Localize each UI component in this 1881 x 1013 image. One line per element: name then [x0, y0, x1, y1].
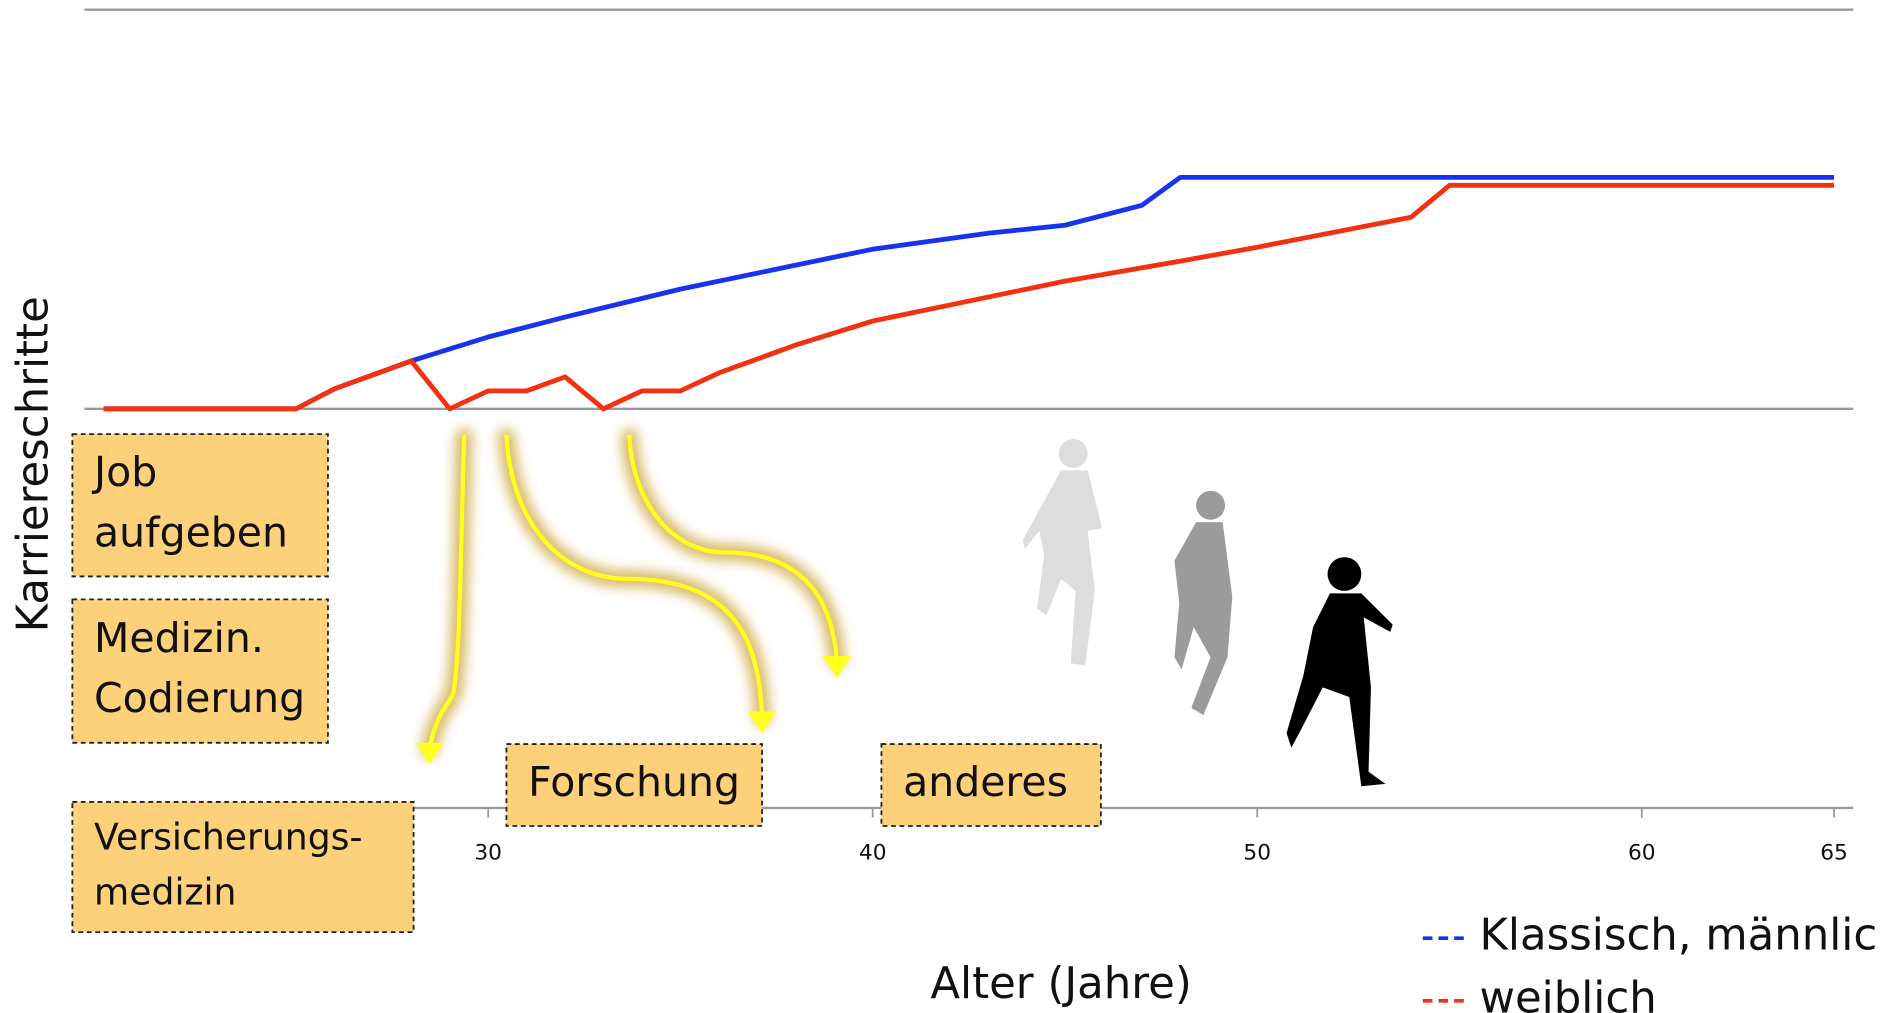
arrows [415, 428, 852, 765]
runners [1022, 438, 1393, 787]
x-tick-label: 50 [1243, 841, 1271, 866]
annotation-text: Job [91, 448, 157, 496]
legend-label: weiblich [1479, 973, 1656, 1013]
x-tick-label: 65 [1820, 841, 1848, 866]
box [71, 801, 415, 934]
x-tick-label: 60 [1628, 841, 1656, 866]
annotation-text: Forschung [528, 758, 740, 806]
annotation-box: Job aufgeben [71, 433, 329, 578]
x-tick-label: 40 [859, 841, 887, 866]
annotation-box: anderes [880, 743, 1102, 827]
annotation-text: medizin [94, 871, 236, 914]
box [71, 433, 329, 578]
annotation-text: Versicherungs- [94, 815, 363, 858]
annotation-box: Medizin. Codierung [71, 598, 329, 744]
annotation-text: anderes [903, 758, 1068, 806]
annotation-box: Forschung [505, 743, 763, 827]
x-axis-label: Alter (Jahre) [930, 959, 1191, 1009]
box [880, 743, 1102, 827]
annotation-text: aufgeben [94, 508, 288, 556]
box [505, 743, 763, 827]
annotation-text: Medizin. [94, 614, 264, 662]
box [71, 598, 329, 744]
line-series [103, 174, 1835, 412]
annotation-text: Codierung [94, 674, 305, 722]
y-axis-label: Karriereschritte [9, 296, 59, 632]
legend-label: Klassisch, männlich [1479, 911, 1881, 961]
x-tick-label: 30 [474, 841, 502, 866]
annotation-box: Versicherungs-medizin [71, 801, 415, 934]
line-series [103, 182, 1835, 412]
